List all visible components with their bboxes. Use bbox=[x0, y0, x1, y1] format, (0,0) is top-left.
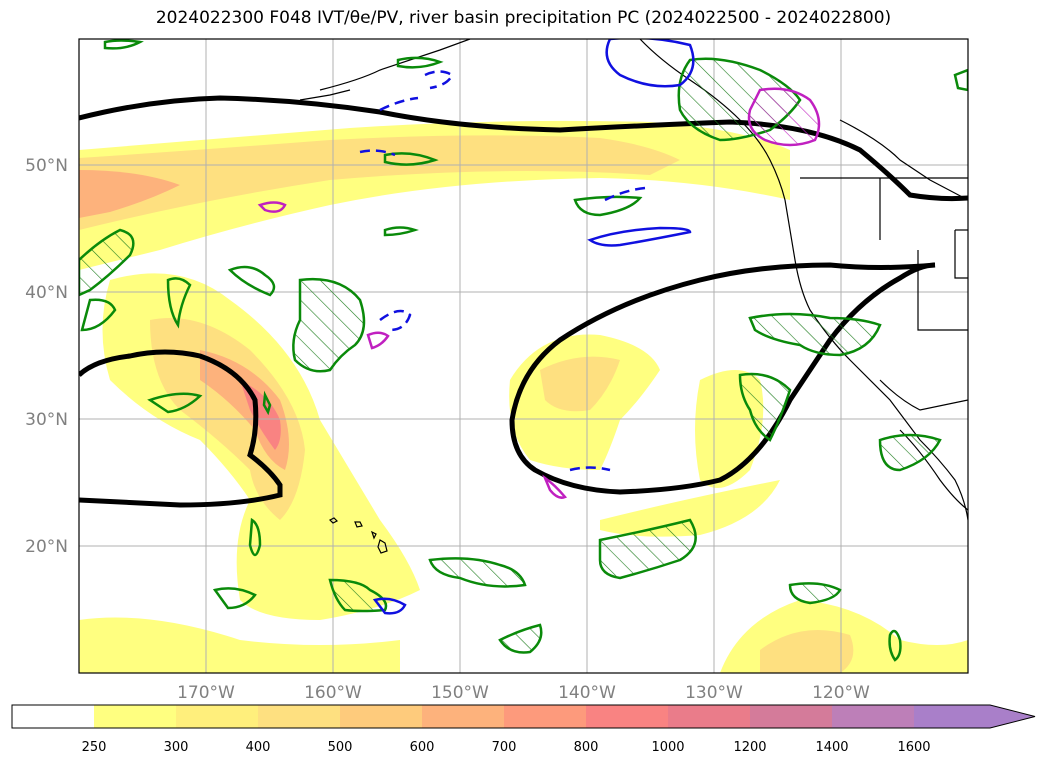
pv-area-10 bbox=[878, 433, 942, 472]
pv-area-4 bbox=[748, 312, 882, 357]
pv-area-5 bbox=[738, 372, 792, 442]
colorbar-extend-arrow bbox=[914, 705, 1035, 728]
colorbar-segment-6 bbox=[586, 705, 668, 728]
colorbar-segment-7 bbox=[668, 705, 750, 728]
colorbar-tick-1: 300 bbox=[164, 740, 189, 755]
colorbar-tick-8: 1200 bbox=[733, 740, 766, 755]
colorbar-tick-3: 500 bbox=[328, 740, 353, 755]
lat-label-40n: 40°N bbox=[25, 283, 68, 303]
colorbar-segment-0 bbox=[94, 705, 176, 728]
ivt-south-inner bbox=[760, 630, 854, 673]
colorbar-segment-5 bbox=[504, 705, 586, 728]
colorbar-under bbox=[12, 705, 94, 728]
lon-label-170w: 170°W bbox=[177, 683, 235, 703]
lat-label-50n: 50°N bbox=[25, 156, 68, 176]
lat-labels: 50°N 40°N 30°N 20°N bbox=[25, 156, 68, 557]
lon-label-160w: 160°W bbox=[304, 683, 362, 703]
blue-contours bbox=[359, 39, 695, 615]
ivt-subtropical bbox=[600, 480, 780, 537]
ivt-southwest bbox=[79, 617, 400, 673]
pv-area-2 bbox=[292, 278, 366, 373]
pv-area-11 bbox=[498, 623, 543, 654]
lat-label-30n: 30°N bbox=[25, 410, 68, 430]
pv-area-8 bbox=[428, 557, 527, 588]
colorbar-tick-9: 1400 bbox=[815, 740, 848, 755]
lon-label-130w: 130°W bbox=[685, 683, 743, 703]
pv-area-7 bbox=[328, 578, 388, 613]
ivt-shading bbox=[79, 120, 968, 673]
pv-small-contours bbox=[80, 39, 968, 662]
pv-contours bbox=[79, 57, 942, 654]
ivt-plume-core bbox=[240, 380, 281, 450]
theta-e-west bbox=[79, 349, 283, 508]
pv-area-6 bbox=[598, 518, 697, 580]
colorbar-ticks: 250 300 400 500 600 700 800 1000 1200 14… bbox=[82, 740, 931, 755]
colorbar-segment-8 bbox=[750, 705, 832, 728]
colorbar-tick-6: 800 bbox=[574, 740, 599, 755]
colorbar-tick-0: 250 bbox=[82, 740, 107, 755]
hawaii-islands bbox=[328, 517, 388, 554]
colorbar-tick-2: 400 bbox=[246, 740, 271, 755]
colorbar-outline bbox=[11, 704, 1036, 729]
theta-e-north bbox=[79, 95, 968, 202]
colorbar-tick-5: 700 bbox=[492, 740, 517, 755]
colorbar-segment-1 bbox=[176, 705, 258, 728]
colorbar-segment-9 bbox=[832, 705, 914, 728]
magenta-contour-1 bbox=[747, 87, 821, 147]
ivt-plume-inner bbox=[200, 350, 289, 470]
lon-label-140w: 140°W bbox=[558, 683, 616, 703]
pv-area-9 bbox=[788, 582, 842, 605]
colorbar-tick-10: 1600 bbox=[897, 740, 930, 755]
colorbar-segment-3 bbox=[340, 705, 422, 728]
lon-labels: 170°W 160°W 150°W 140°W 130°W 120°W bbox=[177, 683, 870, 703]
colorbar-segment-4 bbox=[422, 705, 504, 728]
lon-label-150w: 150°W bbox=[431, 683, 489, 703]
pv-area-3 bbox=[79, 228, 135, 297]
colorbar-tick-4: 600 bbox=[410, 740, 435, 755]
blue-contour-3 bbox=[372, 597, 407, 615]
map-frame bbox=[78, 38, 969, 674]
lat-label-20n: 20°N bbox=[25, 537, 68, 557]
title-text: 2024022300 F048 IVT/θe/PV, river basin p… bbox=[155, 8, 892, 28]
magenta-contours bbox=[257, 87, 821, 499]
map-title: 2024022300 F048 IVT/θe/PV, river basin p… bbox=[0, 8, 1047, 28]
ivt-core-north bbox=[79, 170, 180, 218]
ivt-band-north-inner bbox=[79, 135, 680, 230]
colorbar-segment-2 bbox=[258, 705, 340, 728]
blue-contour-2 bbox=[587, 226, 692, 247]
colorbar: 250 300 400 500 600 700 800 1000 1200 14… bbox=[11, 704, 1036, 755]
colorbar-tick-7: 1000 bbox=[651, 740, 684, 755]
ivt-arc-inner bbox=[540, 356, 620, 412]
lon-label-120w: 120°W bbox=[812, 683, 870, 703]
